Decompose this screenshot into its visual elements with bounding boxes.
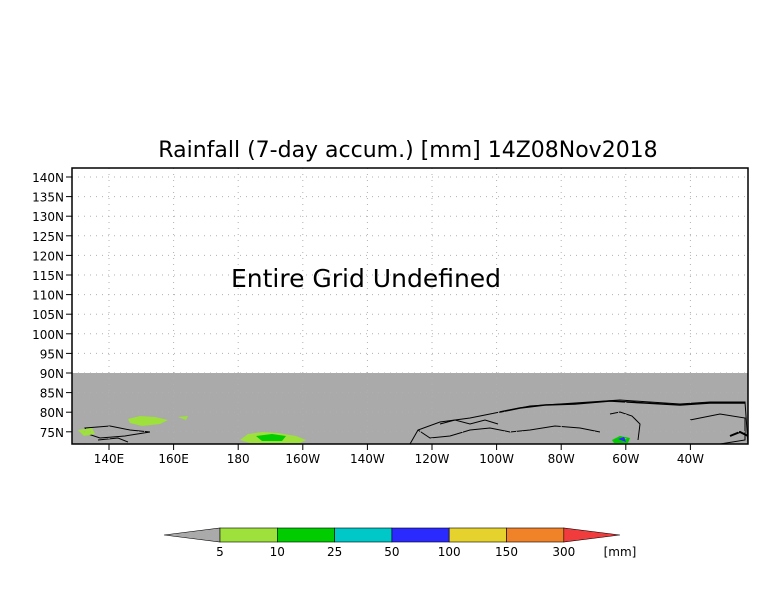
longitude-label: 100W: [479, 452, 514, 466]
latitude-label: 110N: [32, 289, 64, 303]
map-frame: [71, 167, 749, 445]
latitude-label: 125N: [32, 230, 64, 244]
latitude-label: 120N: [32, 249, 64, 263]
colorbar-legend: 5 10 25 50 100 150 300 [mm]: [163, 527, 637, 559]
longitude-label: 40W: [677, 452, 704, 466]
colorbar-segment: [276, 527, 335, 543]
colorbar-tick-label: 10: [270, 545, 285, 559]
latitude-label: 140N: [32, 171, 64, 185]
latitude-label: 135N: [32, 191, 64, 205]
colorbar-tick-label: 300: [552, 545, 575, 559]
latitude-label: 85N: [40, 387, 64, 401]
longitude-label: 160E: [158, 452, 189, 466]
map-gridlines: [72, 168, 748, 444]
latitude-label: 130N: [32, 210, 64, 224]
colorbar-tick-label: 150: [495, 545, 518, 559]
colorbar-low-arrow: [163, 527, 221, 543]
colorbar-segment: [448, 527, 507, 543]
rain-patch-light: [78, 428, 95, 436]
longitude-axis: 140E 160E 180 160W 140W 120W 100W 80W 60W 40W: [94, 444, 704, 466]
longitude-label: 160W: [285, 452, 320, 466]
colorbar-unit-label: [mm]: [604, 545, 637, 559]
latitude-label: 115N: [32, 269, 64, 283]
latitude-label: 80N: [40, 406, 64, 420]
colorbar-tick-label: 5: [216, 545, 224, 559]
latitude-label: 100N: [32, 328, 64, 342]
latitude-axis: 140N 135N 130N 125N 120N 115N 110N 105N 100N 95N 9…: [32, 171, 72, 440]
latitude-label: 90N: [40, 367, 64, 381]
colorbar-segment: [506, 527, 565, 543]
latitude-label: 95N: [40, 347, 64, 361]
longitude-label: 60W: [612, 452, 639, 466]
colorbar-segment: [334, 527, 393, 543]
coastlines: [84, 399, 749, 445]
colorbar-segment: [391, 527, 450, 543]
colorbar-tick-label: 50: [384, 545, 399, 559]
longitude-label: 180: [227, 452, 250, 466]
rain-patch-heavy: [618, 437, 626, 442]
rain-patch-light: [128, 416, 168, 426]
longitude-label: 140W: [350, 452, 385, 466]
rainfall-patches: [78, 416, 630, 443]
undefined-grid-notice: Entire Grid Undefined: [231, 264, 501, 293]
longitude-label: 80W: [548, 452, 575, 466]
colorbar-high-arrow: [563, 527, 621, 543]
longitude-label: 140E: [94, 452, 125, 466]
map-title: Rainfall (7-day accum.) [mm] 14Z08Nov201…: [158, 138, 657, 163]
rain-patch-moderate: [256, 434, 286, 441]
colorbar-tick-label: 25: [327, 545, 342, 559]
colorbar-segment: [219, 527, 278, 543]
latitude-label: 75N: [40, 426, 64, 440]
rain-patch-light: [178, 416, 188, 420]
latitude-label: 105N: [32, 308, 64, 322]
map-panel: Entire Grid Undefined: [71, 167, 749, 445]
longitude-label: 120W: [415, 452, 450, 466]
colorbar-tick-label: 100: [438, 545, 461, 559]
